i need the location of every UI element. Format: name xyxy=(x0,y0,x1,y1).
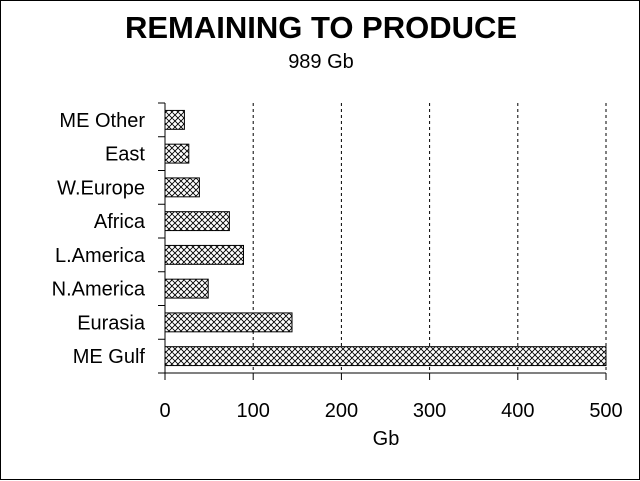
axes xyxy=(158,102,607,380)
category-label: L.America xyxy=(55,245,146,267)
bar-me-other xyxy=(164,109,185,130)
category-label: N.America xyxy=(52,279,146,301)
category-label: East xyxy=(105,144,145,166)
chart-title: REMAINING TO PRODUCE xyxy=(125,10,517,45)
bar-east xyxy=(164,143,190,164)
category-label: W.Europe xyxy=(57,177,145,199)
category-label: Africa xyxy=(94,211,146,233)
x-tick-label: 400 xyxy=(501,400,534,422)
category-label: ME Gulf xyxy=(73,346,146,368)
x-tick-label: 100 xyxy=(237,400,270,422)
bar-eurasia xyxy=(164,312,293,333)
bars xyxy=(164,109,607,367)
category-label: ME Other xyxy=(59,110,145,132)
x-tick-label: 300 xyxy=(413,400,446,422)
bar-l-america xyxy=(164,244,244,265)
x-tick-label: 200 xyxy=(325,400,358,422)
x-tick-label: 500 xyxy=(589,400,622,422)
grid-lines xyxy=(252,103,607,373)
bar-w-europe xyxy=(164,177,200,198)
bar-me-gulf xyxy=(164,346,607,367)
bar-n-america xyxy=(164,278,209,299)
x-axis-title: Gb xyxy=(373,428,400,450)
category-label: Eurasia xyxy=(77,312,146,334)
category-labels: ME Other East W.Europe Africa L.America N.Ame… xyxy=(52,110,146,368)
chart-subtitle: 989 Gb xyxy=(288,51,354,73)
bar-africa xyxy=(164,211,230,232)
tick-labels: 0 100 200 300 400 500 xyxy=(159,400,622,422)
x-tick-label: 0 xyxy=(159,400,170,422)
